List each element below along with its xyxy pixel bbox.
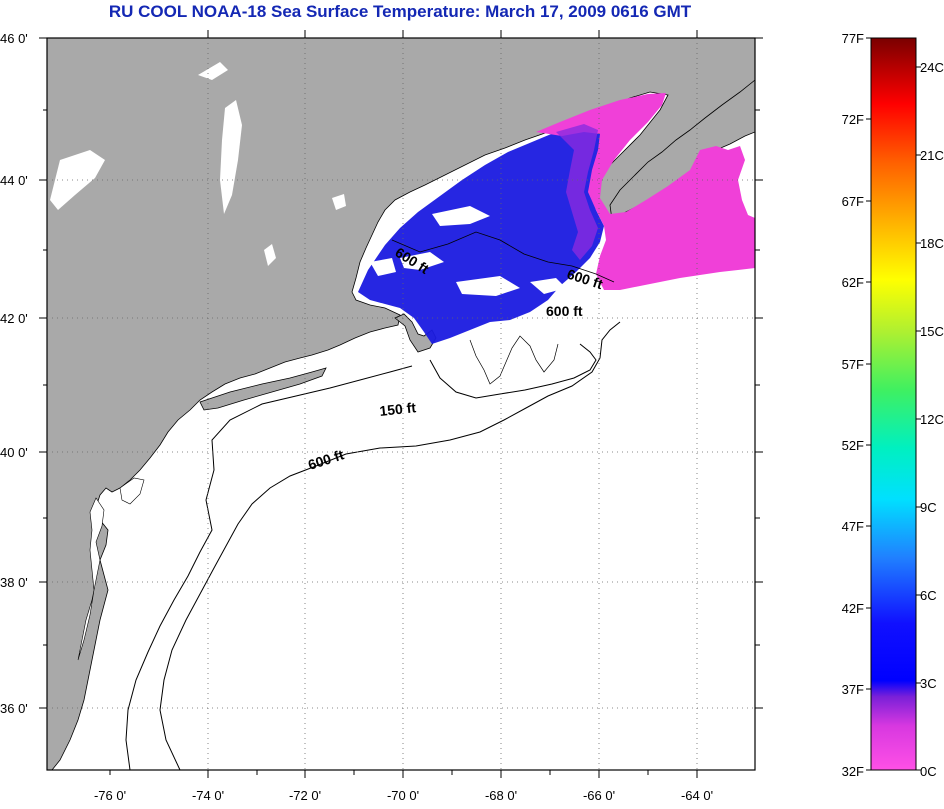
colorbar-c-label: 21C: [920, 148, 944, 163]
map-title: RU COOL NOAA-18 Sea Surface Temperature:…: [108, 2, 692, 21]
cloud-gap: [370, 258, 396, 276]
coast-detail: [469, 335, 559, 385]
colorbar-c-label: 3C: [920, 676, 937, 691]
lon-label: -66 0': [583, 788, 615, 803]
lat-label: 46 0': [0, 31, 28, 46]
cloud-gap: [400, 252, 444, 270]
colorbar-c-label: 0C: [920, 764, 937, 779]
lat-label: 38 0': [0, 575, 28, 590]
colorbar-c-label: 9C: [920, 500, 937, 515]
cloud-gap: [456, 276, 520, 296]
lat-label: 36 0': [0, 701, 28, 716]
lon-label: -72 0': [289, 788, 321, 803]
colorbar-c-label: 18C: [920, 236, 944, 251]
depth-contour-gulf: [391, 231, 615, 283]
depth-label: 600 ft: [546, 303, 583, 319]
depth-contour-150ft: [429, 343, 597, 399]
graticule: [47, 38, 755, 770]
lon-label: -70 0': [387, 788, 419, 803]
lon-label: -68 0': [485, 788, 517, 803]
colorbar-f-label: 52F: [842, 438, 864, 453]
sst-coldest-water: [536, 93, 755, 290]
depth-contour-150ft-inner: [125, 365, 413, 770]
colorbar-f-label: 67F: [842, 194, 864, 209]
colorbar-c-label: 15C: [920, 324, 944, 339]
colorbar-c-label: 6C: [920, 588, 937, 603]
cloud-gap: [530, 278, 566, 294]
colorbar-f-label: 42F: [842, 601, 864, 616]
chesapeake-bay: [77, 497, 105, 661]
map-border: [46, 37, 756, 771]
lake: [220, 100, 242, 214]
lat-label: 42 0': [0, 311, 28, 326]
lon-label: -64 0': [681, 788, 713, 803]
colorbar: [870, 37, 917, 771]
colorbar-f-label: 57F: [842, 357, 864, 372]
lon-label: -74 0': [192, 788, 224, 803]
colorbar-f-label: 32F: [842, 764, 864, 779]
colorbar-f-label: 77F: [842, 31, 864, 46]
lat-label: 40 0': [0, 445, 28, 460]
colorbar-f-label: 72F: [842, 112, 864, 127]
colorbar-f-ticks: [866, 37, 871, 771]
colorbar-f-label: 37F: [842, 682, 864, 697]
lon-label: -76 0': [94, 788, 126, 803]
lake: [198, 62, 228, 80]
colorbar-c-label: 24C: [920, 60, 944, 75]
cloud-gap: [432, 206, 490, 226]
depth-label: 150 ft: [379, 399, 417, 419]
lake: [264, 244, 276, 266]
lat-label: 44 0': [0, 173, 28, 188]
colorbar-f-label: 47F: [842, 519, 864, 534]
sst-transition: [556, 124, 598, 260]
depth-contour-600ft-outer: [159, 321, 621, 770]
colorbar-f-label: 62F: [842, 275, 864, 290]
axis-ticks: [39, 30, 763, 778]
lake: [332, 194, 346, 210]
colorbar-c-label: 12C: [920, 412, 944, 427]
delaware-bay: [119, 477, 145, 505]
land-long-island: [199, 367, 327, 411]
colorbar-c-ticks: [916, 66, 921, 771]
